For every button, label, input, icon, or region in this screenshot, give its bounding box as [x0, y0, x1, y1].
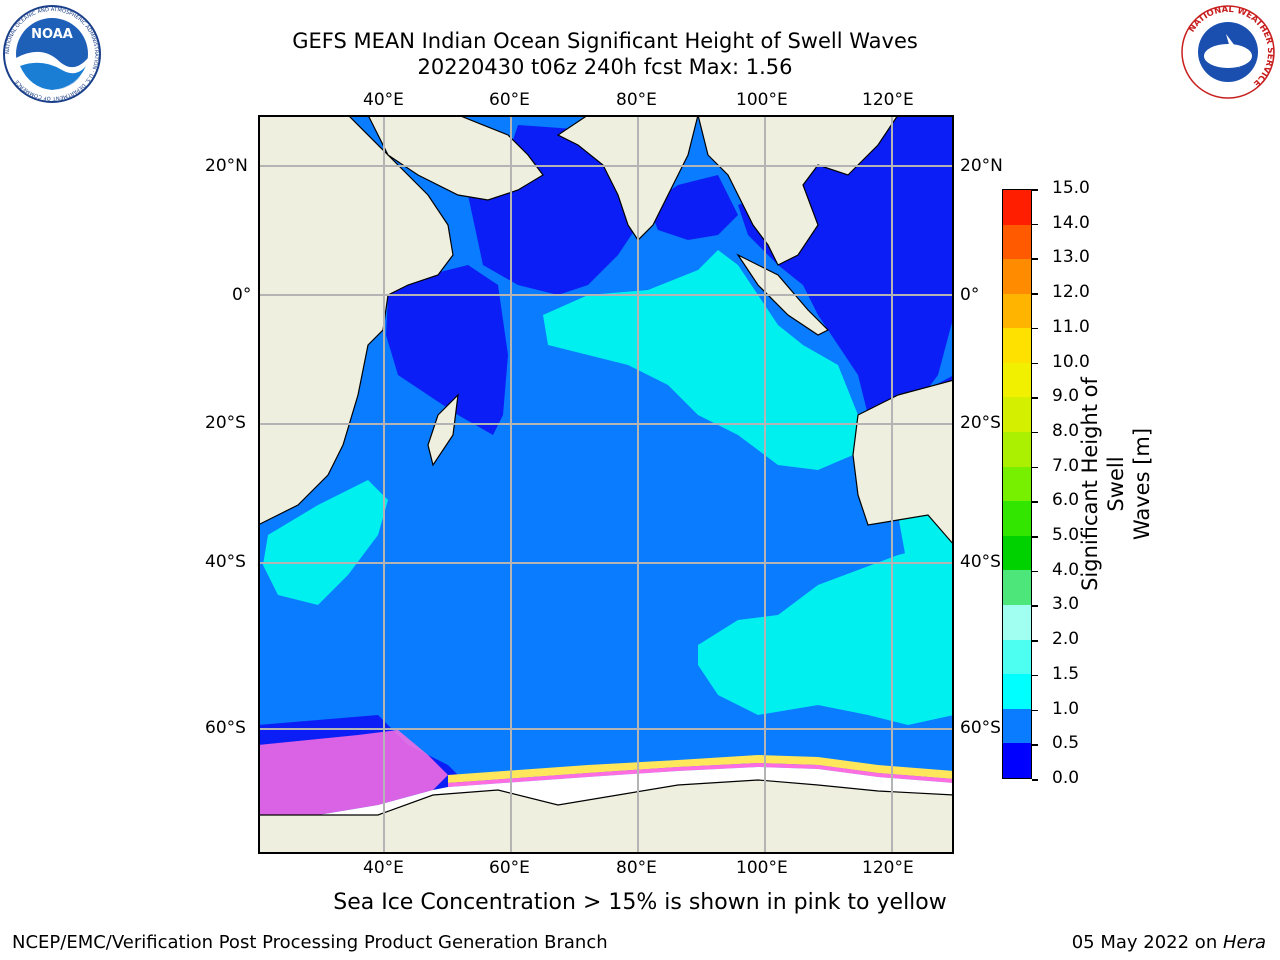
colorbar-tick-label: 5.0: [1052, 525, 1080, 546]
noaa-logo-text: NOAA: [31, 27, 73, 42]
lon-tick-bottom-120e: 120°E: [862, 858, 914, 878]
colorbar-swatch: [1003, 397, 1031, 433]
colorbar-tick-label: 8.0: [1052, 420, 1080, 441]
colorbar-tick-mark: [1032, 570, 1038, 573]
colorbar-tick-mark: [1032, 397, 1038, 399]
colorbar-tick-mark: [1032, 466, 1038, 469]
sea-ice-note: Sea Ice Concentration > 15% is shown in …: [333, 890, 947, 915]
machine-name: Hera: [1222, 932, 1266, 953]
chart-title-line1: GEFS MEAN Indian Ocean Significant Heigh…: [292, 29, 918, 53]
map-frame: [258, 115, 954, 854]
colorbar-swatch: [1003, 224, 1031, 260]
colorbar-swatch: [1003, 535, 1031, 571]
lon-tick-top-60e: 60°E: [489, 90, 530, 110]
colorbar-tick-mark: [1032, 779, 1038, 781]
colorbar-tick-mark: [1032, 327, 1038, 330]
colorbar-tick-mark: [1032, 362, 1038, 365]
colorbar-tick-mark: [1032, 258, 1038, 260]
colorbar: [1002, 189, 1032, 779]
lon-tick-top-100e: 100°E: [736, 90, 788, 110]
branch-credit: NCEP/EMC/Verification Post Processing Pr…: [12, 932, 608, 953]
lat-tick-left-60s: 60°S: [205, 718, 246, 738]
india-land: [556, 115, 699, 241]
lat-tick-left-0: 0°: [232, 285, 252, 305]
colorbar-tick-label: 0.5: [1052, 733, 1080, 754]
colorbar-tick-label: 7.0: [1052, 455, 1080, 476]
colorbar-swatch: [1003, 328, 1031, 363]
colorbar-tick-mark: [1032, 223, 1038, 226]
colorbar-tick-label: 15.0: [1052, 178, 1090, 198]
colorbar-tick-mark: [1032, 293, 1038, 295]
colorbar-tick-mark: [1032, 605, 1038, 607]
colorbar-tick-label: 6.0: [1052, 490, 1080, 511]
lat-tick-right-20n: 20°N: [960, 156, 1003, 176]
lat-tick-right-60s: 60°S: [960, 718, 1001, 738]
colorbar-swatch: [1003, 293, 1031, 329]
colorbar-swatch: [1003, 639, 1031, 675]
madagascar-land: [427, 393, 459, 467]
nws-logo: NATIONAL WEATHER SERVICE: [1178, 4, 1278, 100]
colorbar-label: Significant Height of Swell Waves [m]: [1077, 354, 1155, 614]
chart-title-line2: 20220430 t06z 240h fcst Max: 1.56: [417, 55, 793, 79]
colorbar-label-line1: Significant Height of Swell: [1078, 377, 1128, 591]
southeast-asia-land: [697, 115, 899, 266]
colorbar-swatch: [1003, 605, 1031, 640]
lon-tick-bottom-80e: 80°E: [616, 858, 657, 878]
colorbar-tick-mark: [1032, 744, 1038, 746]
lat-tick-right-40s: 40°S: [960, 552, 1001, 572]
antarctica-land: [258, 779, 954, 854]
colorbar-tick-label: 9.0: [1052, 386, 1080, 407]
high-swell-zones: [263, 250, 954, 725]
lon-tick-top-80e: 80°E: [616, 90, 657, 110]
noaa-logo: NOAA NATIONAL OCEANIC AND ATMOSPHERIC AD…: [2, 4, 102, 104]
graticule: [258, 115, 954, 854]
lon-tick-bottom-60e: 60°E: [489, 858, 530, 878]
colorbar-tick-mark: [1032, 501, 1038, 503]
colorbar-swatch: [1003, 743, 1031, 778]
lat-tick-left-20n: 20°N: [205, 156, 248, 176]
colorbar-tick-label: 1.5: [1052, 663, 1080, 684]
colorbar-swatch: [1003, 432, 1031, 467]
colorbar-swatch: [1003, 189, 1031, 225]
lon-tick-bottom-100e: 100°E: [736, 858, 788, 878]
colorbar-swatch: [1003, 501, 1031, 536]
lat-tick-right-20s: 20°S: [960, 413, 1001, 433]
colorbar-swatch: [1003, 466, 1031, 502]
lon-tick-bottom-40e: 40°E: [363, 858, 404, 878]
colorbar-label-line2: Waves [m]: [1130, 427, 1154, 541]
colorbar-tick-label: 12.0: [1052, 282, 1090, 303]
issue-date-text: 05 May 2022 on: [1071, 932, 1223, 953]
colorbar-swatch: [1003, 708, 1031, 744]
land-masses: [258, 115, 954, 854]
colorbar-tick-mark: [1032, 640, 1038, 642]
colorbar-tick-label: 1.0: [1052, 698, 1080, 719]
colorbar-swatch: [1003, 259, 1031, 294]
colorbar-tick-label: 4.0: [1052, 559, 1080, 580]
colorbar-tick-label: 0.0: [1052, 768, 1080, 788]
colorbar-tick-label: 3.0: [1052, 594, 1080, 615]
colorbar-tick-mark: [1032, 536, 1038, 538]
lon-tick-top-120e: 120°E: [862, 90, 914, 110]
lon-tick-top-40e: 40°E: [363, 90, 404, 110]
colorbar-swatch: [1003, 674, 1031, 709]
colorbar-tick-label: 11.0: [1052, 316, 1090, 337]
colorbar-tick-label: 14.0: [1052, 212, 1090, 233]
map-panel[interactable]: [258, 115, 954, 854]
colorbar-tick-mark: [1032, 674, 1038, 677]
arabia-land: [367, 115, 544, 201]
colorbar-tick-label: 13.0: [1052, 247, 1090, 268]
colorbar-tick-label: 10.0: [1052, 351, 1090, 372]
lat-tick-right-0: 0°: [960, 285, 980, 305]
colorbar-tick-mark: [1032, 189, 1038, 191]
australia-land: [852, 379, 954, 546]
issue-date: 05 May 2022 on Hera: [1072, 932, 1266, 953]
lat-tick-left-20s: 20°S: [205, 413, 246, 433]
colorbar-tick-mark: [1032, 709, 1038, 712]
colorbar-tick-label: 2.0: [1052, 629, 1080, 650]
colorbar-swatch: [1003, 570, 1031, 606]
colorbar-tick-mark: [1032, 431, 1038, 434]
colorbar-swatch: [1003, 362, 1031, 398]
lat-tick-left-40s: 40°S: [205, 552, 246, 572]
